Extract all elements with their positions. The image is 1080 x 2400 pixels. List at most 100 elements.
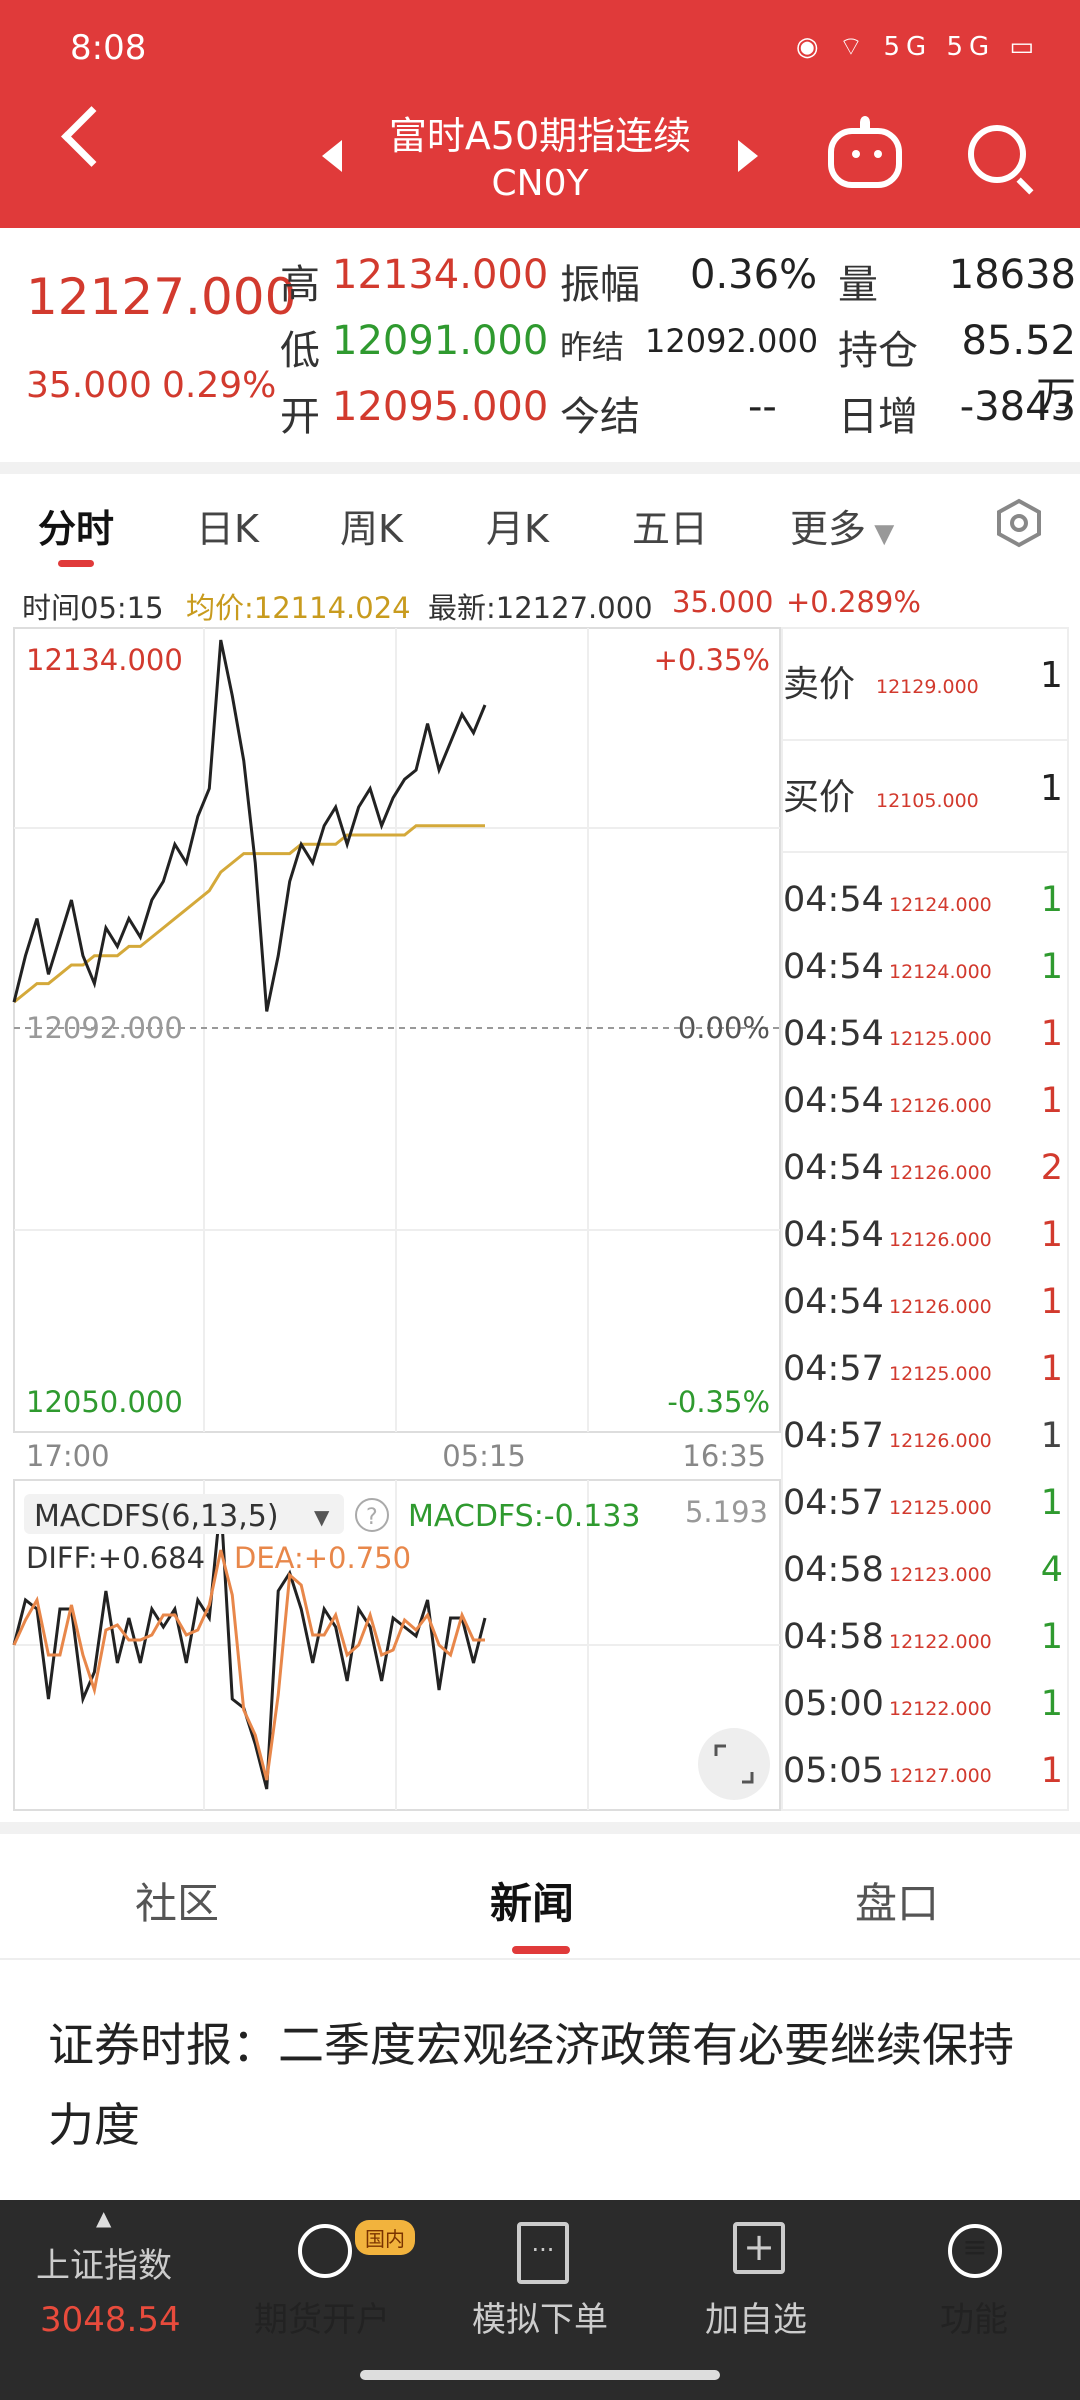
menu-icon: ≡ [948, 2224, 1002, 2278]
tab-more-label: 更多 [790, 507, 867, 551]
open-value: 12095.000 [332, 384, 549, 430]
tab-weekly-k[interactable]: 周K [340, 507, 403, 551]
intraday-chart[interactable]: 12134.000 12092.000 12050.000 +0.35% 0.0… [0, 620, 1080, 1820]
expand-up-icon[interactable]: ▲ [96, 2206, 112, 2230]
trade-volume: 1 [1040, 1617, 1063, 1657]
trade-time: 04:57 [783, 1349, 884, 1389]
trade-volume: 1 [1040, 1081, 1063, 1121]
trade-row: 04:57 12126.000 1 [783, 1416, 1063, 1483]
index-name[interactable]: 上证指数 [36, 2246, 172, 2286]
low-label: 低 [280, 328, 320, 374]
latest-change-pct: +0.289% [786, 585, 921, 619]
contract-code: CN0Y [491, 163, 589, 204]
trade-row: 05:00 12122.000 1 [783, 1684, 1063, 1751]
trade-price: 12126.000 [889, 1229, 992, 1251]
volume-value: 18638 [948, 252, 1076, 298]
tab-monthly-k[interactable]: 月K [486, 507, 549, 551]
tab-news[interactable]: 新闻 [490, 1879, 575, 1928]
next-contract-icon[interactable] [738, 140, 758, 172]
trade-row: 04:54 12126.000 1 [783, 1081, 1063, 1148]
trade-volume: 1 [1040, 1215, 1063, 1255]
trade-time: 04:57 [783, 1483, 884, 1523]
home-indicator[interactable] [360, 2370, 720, 2380]
trade-volume: 1 [1040, 1684, 1063, 1724]
macd-indicator-name: MACDFS(6,13,5) [34, 1499, 279, 1534]
nav-simulated-order[interactable]: 模拟下单 [472, 2300, 608, 2340]
trade-time: 05:05 [783, 1751, 884, 1791]
news-headline[interactable]: 证券时报：二季度宏观经济政策有必要继续保持力度 [48, 2018, 1014, 2152]
sell-price: 12129.000 [876, 676, 979, 698]
divider [0, 1822, 1080, 1834]
trade-row: 04:57 12125.000 1 [783, 1483, 1063, 1550]
trade-time: 04:54 [783, 1215, 884, 1255]
fullscreen-button[interactable] [698, 1728, 770, 1800]
trade-row: 04:54 12126.000 2 [783, 1148, 1063, 1215]
amplitude-label: 振幅 [560, 262, 640, 308]
nav-add-watchlist[interactable]: 加自选 [705, 2300, 807, 2340]
trade-price: 12127.000 [889, 1765, 992, 1787]
price-change-pct: 0.29% [162, 365, 277, 406]
index-value: 3048.54 [40, 2300, 181, 2340]
trade-volume: 1 [1040, 1416, 1063, 1456]
app-header: 8:08 ◉ ⌔ 5G 5G ▭ 富时A50期指连续 CN0Y [0, 0, 1080, 228]
trade-volume: 2 [1040, 1148, 1063, 1188]
trade-price: 12125.000 [889, 1497, 992, 1519]
buy-price: 12105.000 [876, 790, 979, 812]
trade-price: 12122.000 [889, 1698, 992, 1720]
trade-volume: 4 [1040, 1550, 1063, 1590]
trade-time: 05:00 [783, 1684, 884, 1724]
macd-dea-line [12, 1549, 485, 1781]
settle-label: 今结 [560, 394, 640, 440]
trade-volume: 1 [1040, 1751, 1063, 1791]
high-label: 高 [280, 262, 320, 308]
trade-row: 04:54 12124.000 1 [783, 880, 1063, 947]
pct-mid-label: 0.00% [678, 1011, 770, 1045]
open-interest-value: 85.52万 [961, 318, 1076, 420]
page-title: 富时A50期指连续 [388, 114, 692, 158]
latest-price: 最新:12127.000 [428, 591, 653, 625]
caret-down-icon: ▼ [866, 519, 895, 549]
search-icon[interactable] [968, 125, 1026, 183]
back-icon[interactable] [61, 106, 122, 167]
prev-settle-value: 12092.000 [645, 322, 819, 360]
y-axis-top-label: 12134.000 [26, 643, 183, 677]
help-icon[interactable] [355, 1498, 389, 1532]
x-axis-label-start: 17:00 [26, 1439, 110, 1473]
trade-volume: 1 [1040, 1349, 1063, 1389]
tab-community[interactable]: 社区 [135, 1879, 220, 1928]
macdfs-value: MACDFS:-0.133 [408, 1499, 641, 1534]
assistant-robot-icon[interactable] [828, 116, 902, 188]
trade-row: 04:54 12126.000 1 [783, 1215, 1063, 1282]
trade-price: 12125.000 [889, 1028, 992, 1050]
trade-volume: 1 [1040, 947, 1063, 987]
tab-order-book[interactable]: 盘口 [855, 1879, 940, 1928]
avg-price-line [13, 824, 485, 1004]
tab-more[interactable]: 更多 ▼ [790, 498, 894, 553]
add-watchlist-icon: + [733, 2222, 785, 2274]
tab-daily-k[interactable]: 日K [196, 507, 259, 551]
oi-change-label: 日增 [838, 394, 918, 440]
nav-futures-account[interactable]: 期货开户 [254, 2300, 390, 2340]
tab-intraday[interactable]: 分时 [38, 507, 115, 551]
trade-row: 04:54 12126.000 1 [783, 1282, 1063, 1349]
trade-volume: 1 [1040, 1282, 1063, 1322]
settings-hexagon-icon[interactable] [994, 498, 1044, 548]
volume-label: 量 [838, 262, 878, 308]
trade-price: 12126.000 [889, 1430, 992, 1452]
prev-contract-icon[interactable] [322, 140, 342, 172]
price-change: 35.000 [26, 365, 152, 406]
trade-price: 12123.000 [889, 1564, 992, 1586]
futures-account-icon [298, 2224, 352, 2278]
nav-functions[interactable]: 功能 [940, 2300, 1008, 2340]
pct-bottom-label: -0.35% [667, 1385, 770, 1419]
macd-indicator-selector[interactable] [24, 1494, 344, 1534]
trade-price: 12122.000 [889, 1631, 992, 1653]
trade-time: 04:54 [783, 1148, 884, 1188]
pct-top-label: +0.35% [654, 643, 770, 677]
cursor-time: 时间05:15 [22, 591, 164, 625]
active-bottom-tab-indicator [512, 1946, 570, 1954]
price-line [12, 639, 487, 1012]
tab-five-day[interactable]: 五日 [632, 507, 709, 551]
trade-price: 12124.000 [889, 894, 992, 916]
low-value: 12091.000 [332, 318, 549, 364]
